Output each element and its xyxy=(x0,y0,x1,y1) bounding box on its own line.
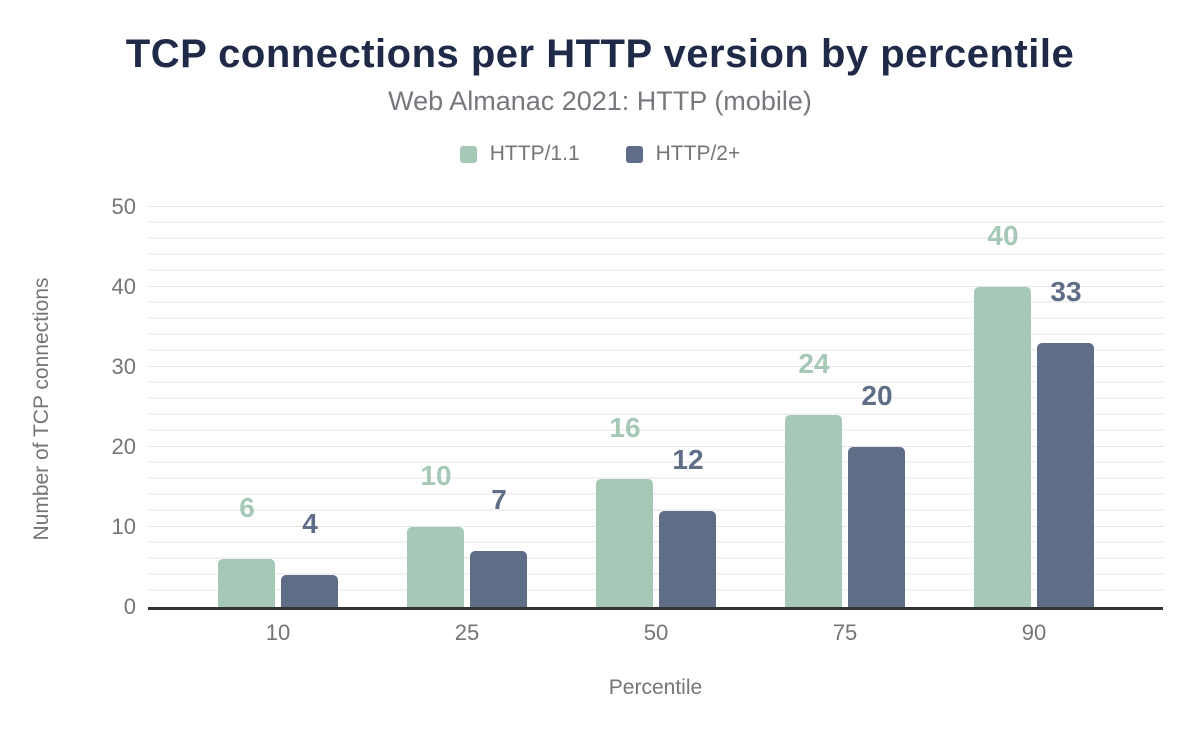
y-tick-label: 0 xyxy=(123,594,136,619)
legend-swatch-http2 xyxy=(625,145,643,163)
bar-value-label: 24 xyxy=(798,348,830,379)
bar-http11-p10[interactable] xyxy=(218,559,275,607)
chart-subtitle: Web Almanac 2021: HTTP (mobile) xyxy=(388,86,812,116)
bar-http2-p90[interactable] xyxy=(1037,343,1094,607)
y-tick-label: 20 xyxy=(111,434,136,459)
gridline-minor xyxy=(148,253,1163,255)
y-axis-ticks: 0 10 20 30 40 50 xyxy=(52,194,136,619)
x-tick-label: 75 xyxy=(832,620,858,645)
gridline-major xyxy=(148,526,1163,527)
legend-swatch-http11 xyxy=(459,145,477,163)
bar-value-label: 40 xyxy=(987,220,1019,251)
gridline-minor xyxy=(148,397,1163,399)
x-tick-label: 50 xyxy=(643,620,669,645)
bar-value-label: 16 xyxy=(609,412,641,443)
gridline-minor xyxy=(148,269,1163,271)
gridline-minor xyxy=(148,317,1163,319)
bar-value-label: 33 xyxy=(1050,276,1082,307)
y-tick-label: 40 xyxy=(111,274,136,299)
bar-value-label: 7 xyxy=(491,484,507,515)
gridline-minor xyxy=(148,573,1163,575)
x-axis-ticks: 10 25 50 75 90 xyxy=(148,618,1163,648)
x-tick-label: 10 xyxy=(265,620,291,645)
gridline-minor xyxy=(148,541,1163,543)
gridline-minor xyxy=(148,509,1163,511)
gridline-major xyxy=(148,446,1163,447)
bar-http11-p75[interactable] xyxy=(785,415,842,607)
bar-value-label: 20 xyxy=(861,380,893,411)
legend-item-http11: HTTP/1.1 xyxy=(459,142,580,166)
legend-label-http2: HTTP/2+ xyxy=(655,142,741,165)
gridline-major xyxy=(148,286,1163,287)
x-axis-title: Percentile xyxy=(608,676,703,699)
bar-value-label: 4 xyxy=(302,508,318,539)
gridline-minor xyxy=(148,493,1163,495)
bar-http11-p90[interactable] xyxy=(974,287,1031,607)
gridline-minor xyxy=(148,381,1163,383)
gridline-minor xyxy=(148,237,1163,239)
plot-area: 6 4 10 7 16 12 24 20 40 33 xyxy=(148,206,1163,610)
bar-value-label: 6 xyxy=(239,492,255,523)
gridline-major xyxy=(148,206,1163,207)
bar-http11-p50[interactable] xyxy=(596,479,653,607)
y-tick-label: 50 xyxy=(111,194,136,219)
x-tick-label: 90 xyxy=(1021,620,1047,645)
y-tick-label: 30 xyxy=(111,354,136,379)
gridline-minor xyxy=(148,333,1163,335)
bar-http2-p50[interactable] xyxy=(659,511,716,607)
gridline-minor xyxy=(148,477,1163,479)
gridline-minor xyxy=(148,557,1163,559)
bar-value-label: 10 xyxy=(420,460,452,491)
gridline-minor xyxy=(148,589,1163,591)
gridline-minor xyxy=(148,413,1163,415)
gridline-minor xyxy=(148,301,1163,303)
gridline-minor xyxy=(148,461,1163,463)
bar-http2-p75[interactable] xyxy=(848,447,905,607)
chart-title: TCP connections per HTTP version by perc… xyxy=(125,32,1075,76)
gridline-minor xyxy=(148,221,1163,223)
y-tick-label: 10 xyxy=(111,514,136,539)
gridline-minor xyxy=(148,429,1163,431)
legend: HTTP/1.1 HTTP/2+ xyxy=(0,142,1200,166)
bar-value-label: 12 xyxy=(672,444,704,475)
x-tick-label: 25 xyxy=(454,620,480,645)
legend-label-http11: HTTP/1.1 xyxy=(489,142,580,165)
gridline-major xyxy=(148,366,1163,367)
bar-http2-p25[interactable] xyxy=(470,551,527,607)
gridline-minor xyxy=(148,349,1163,351)
bar-http11-p25[interactable] xyxy=(407,527,464,607)
bar-http2-p10[interactable] xyxy=(281,575,338,607)
legend-item-http2: HTTP/2+ xyxy=(625,142,741,166)
